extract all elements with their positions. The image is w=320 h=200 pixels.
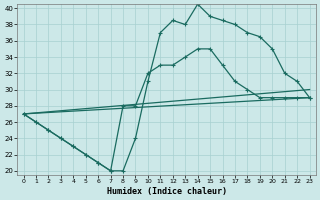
X-axis label: Humidex (Indice chaleur): Humidex (Indice chaleur) [107,187,227,196]
